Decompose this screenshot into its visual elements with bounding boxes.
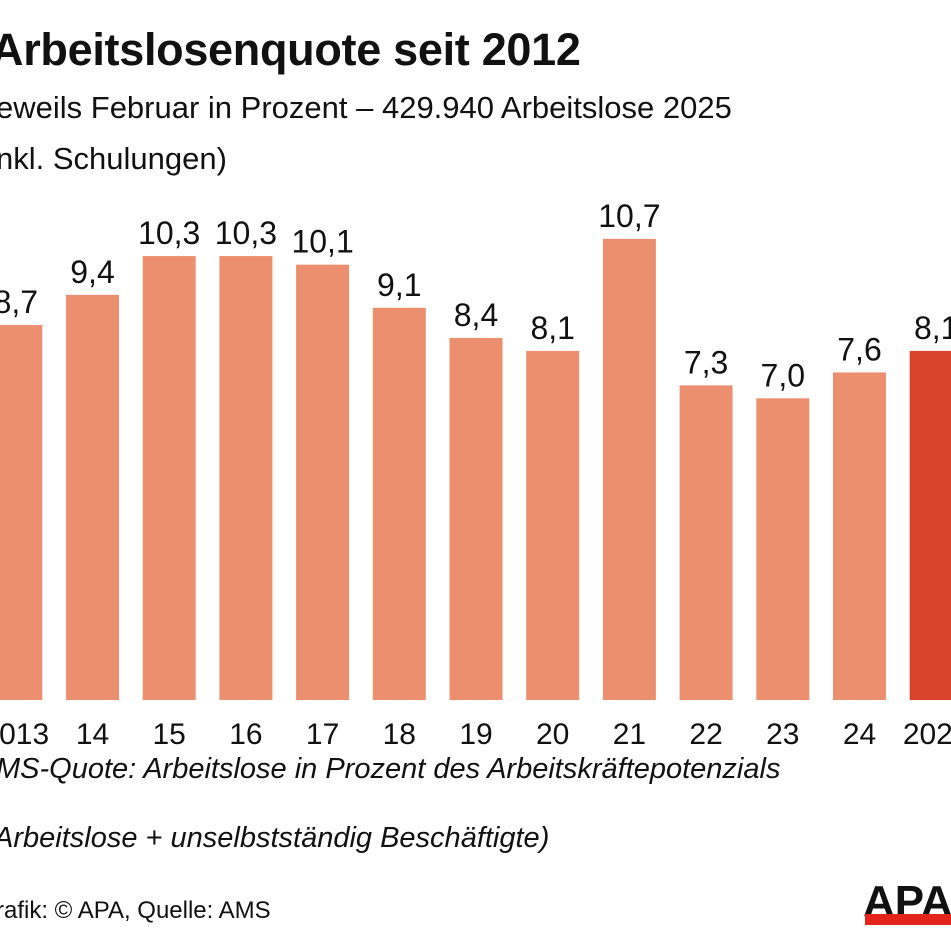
value-label: 10,1 bbox=[291, 224, 353, 260]
bar bbox=[219, 256, 273, 700]
bar bbox=[679, 385, 733, 700]
x-tick-label: 17 bbox=[306, 718, 339, 751]
x-tick-label: 21 bbox=[613, 718, 646, 751]
bar bbox=[0, 325, 43, 700]
value-label: 10,7 bbox=[598, 198, 660, 234]
bar bbox=[66, 294, 119, 700]
x-tick-label: 20 bbox=[536, 718, 569, 751]
x-tick-label: 23 bbox=[766, 718, 799, 751]
bar bbox=[372, 307, 426, 700]
source-credit: rafik: © APA, Quelle: AMS bbox=[0, 897, 271, 924]
value-label: 7,0 bbox=[761, 357, 805, 393]
footnote-line2: Arbeitslose + unselbstständig Beschäftig… bbox=[0, 822, 550, 854]
chart-subtitle-line1: eweils Februar in Prozent – 429.940 Arbe… bbox=[0, 90, 732, 125]
bar bbox=[602, 238, 656, 700]
bar bbox=[526, 350, 580, 700]
chart-title: Arbeitslosenquote seit 2012 bbox=[0, 24, 581, 75]
value-label: 7,3 bbox=[684, 344, 728, 380]
x-tick-label: 2013 bbox=[0, 718, 49, 751]
x-tick-label: 16 bbox=[229, 718, 262, 751]
value-label: 8,1 bbox=[530, 310, 574, 346]
value-label: 8,1 bbox=[914, 310, 951, 346]
value-label: 10,3 bbox=[138, 215, 200, 251]
bar bbox=[296, 264, 350, 700]
value-label: 9,1 bbox=[377, 267, 421, 303]
value-label: 7,6 bbox=[837, 331, 881, 367]
x-tick-label: 18 bbox=[383, 718, 416, 751]
x-tick-label: 15 bbox=[153, 718, 186, 751]
footnote-line1: MS-Quote: Arbeitslose in Prozent des Arb… bbox=[0, 753, 781, 785]
bar bbox=[142, 256, 196, 700]
bar bbox=[756, 398, 810, 700]
value-label: 8,7 bbox=[0, 284, 38, 320]
apa-logo: APA bbox=[863, 880, 951, 926]
bar bbox=[449, 337, 503, 700]
bar bbox=[833, 372, 886, 700]
x-tick-label: 19 bbox=[459, 718, 492, 751]
value-label: 9,4 bbox=[70, 254, 114, 290]
value-label: 8,4 bbox=[454, 297, 498, 333]
value-label: 10,3 bbox=[215, 215, 277, 251]
x-tick-label: 24 bbox=[843, 718, 876, 751]
x-tick-label: 2025 bbox=[903, 718, 951, 751]
chart-subtitle-line2: nkl. Schulungen) bbox=[0, 141, 227, 176]
x-tick-label: 14 bbox=[76, 718, 109, 751]
bar bbox=[909, 350, 951, 700]
x-tick-label: 22 bbox=[689, 718, 722, 751]
